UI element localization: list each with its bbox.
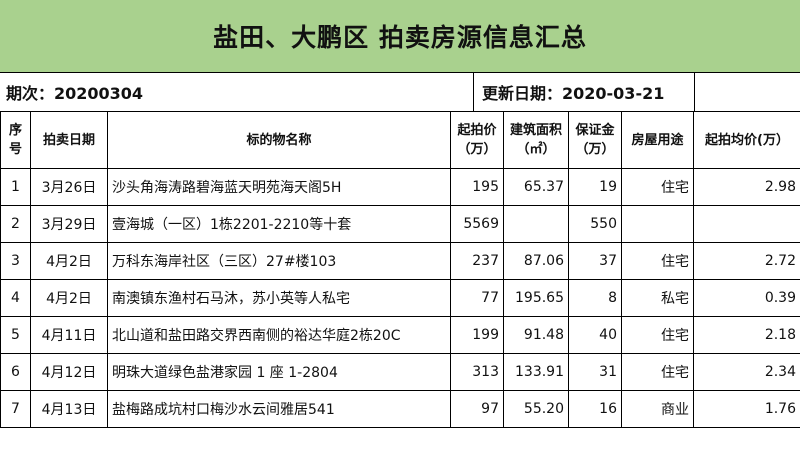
cell-usage[interactable]: 住宅 [621, 316, 694, 354]
cell-avg[interactable] [693, 205, 800, 243]
header-deposit[interactable]: 保证金 （万） [568, 111, 622, 169]
cell-no[interactable]: 7 [0, 390, 31, 428]
header-usage-line1: 房屋用途 [631, 132, 684, 148]
header-name-line1: 标的物名称 [246, 132, 312, 148]
header-area[interactable]: 建筑面积 （㎡） [503, 111, 569, 169]
table-body: 1 3月26日 沙头角海涛路碧海蓝天明苑海天阁5H 195 65.37 19 住宅 2.98 2… [0, 168, 800, 428]
table-row: 4 4月2日 南澳镇东渔村石马沐，苏小英等人私宅 77 195.65 8 私宅 0.39 [0, 279, 800, 317]
header-price[interactable]: 起拍价 （万） [450, 111, 504, 169]
cell-avg[interactable]: 1.76 [693, 390, 800, 428]
cell-name[interactable]: 南澳镇东渔村石马沐，苏小英等人私宅 [107, 279, 451, 317]
header-usage[interactable]: 房屋用途 [621, 111, 694, 169]
header-date[interactable]: 拍卖日期 [30, 111, 108, 169]
cell-price[interactable]: 199 [450, 316, 504, 354]
cell-name[interactable]: 万科东海岸社区（三区）27#楼103 [107, 242, 451, 280]
cell-area[interactable]: 55.20 [503, 390, 569, 428]
header-price-line2: （万） [457, 142, 497, 157]
cell-date[interactable]: 4月12日 [30, 353, 108, 391]
cell-avg[interactable]: 0.39 [693, 279, 800, 317]
cell-price[interactable]: 237 [450, 242, 504, 280]
header-price-line1: 起拍价 [457, 123, 497, 138]
cell-deposit[interactable]: 37 [568, 242, 622, 280]
cell-name[interactable]: 盐梅路成坑村口梅沙水云间雅居541 [107, 390, 451, 428]
cell-avg[interactable]: 2.34 [693, 353, 800, 391]
cell-no[interactable]: 1 [0, 168, 31, 206]
cell-area[interactable] [503, 205, 569, 243]
cell-avg[interactable]: 2.98 [693, 168, 800, 206]
cell-area[interactable]: 91.48 [503, 316, 569, 354]
cell-deposit[interactable]: 31 [568, 353, 622, 391]
cell-area[interactable]: 65.37 [503, 168, 569, 206]
cell-no[interactable]: 3 [0, 242, 31, 280]
cell-usage[interactable] [621, 205, 694, 243]
header-no-line1: 序 [8, 123, 22, 138]
cell-price[interactable]: 195 [450, 168, 504, 206]
cell-date[interactable]: 4月2日 [30, 279, 108, 317]
table-row: 6 4月12日 明珠大道绿色盐港家园 1 座 1-2804 313 133.91 31 住宅… [0, 353, 800, 391]
cell-area[interactable]: 133.91 [503, 353, 569, 391]
table-row: 5 4月11日 北山道和盐田路交界西南侧的裕达华庭2栋20C 199 91.48 40 住宅… [0, 316, 800, 354]
cell-date[interactable]: 4月13日 [30, 390, 108, 428]
header-no[interactable]: 序号 [0, 111, 31, 169]
table-row: 2 3月29日 壹海城（一区）1栋2201-2210等十套 5569 550 [0, 205, 800, 243]
cell-avg[interactable]: 2.72 [693, 242, 800, 280]
cell-name[interactable]: 壹海城（一区）1栋2201-2210等十套 [107, 205, 451, 243]
cell-deposit[interactable]: 8 [568, 279, 622, 317]
cell-usage[interactable]: 住宅 [621, 168, 694, 206]
auction-table: 序号拍卖日期 标的物名称 起拍价 （万） 建筑面积 （㎡） 保证金 （万） 房屋用途 起拍均价(万… [0, 111, 800, 428]
header-date-line1: 拍卖日期 [42, 132, 95, 148]
sheet-title[interactable]: 盐田、大鹏区 拍卖房源信息汇总 [0, 0, 800, 73]
header-area-line1: 建筑面积 [509, 123, 562, 138]
cell-no[interactable]: 6 [0, 353, 31, 391]
header-avg-line1: 起拍均价(万） [705, 132, 789, 148]
cell-usage[interactable]: 商业 [621, 390, 694, 428]
header-area-line2: （㎡） [516, 142, 556, 157]
cell-no[interactable]: 5 [0, 316, 31, 354]
cell-usage[interactable]: 住宅 [621, 242, 694, 280]
cell-area[interactable]: 87.06 [503, 242, 569, 280]
cell-date[interactable]: 3月29日 [30, 205, 108, 243]
table-row: 1 3月26日 沙头角海涛路碧海蓝天明苑海天阁5H 195 65.37 19 住宅 2.98 [0, 168, 800, 206]
header-name[interactable]: 标的物名称 [107, 111, 451, 169]
cell-avg[interactable]: 2.18 [693, 316, 800, 354]
cell-name[interactable]: 北山道和盐田路交界西南侧的裕达华庭2栋20C [107, 316, 451, 354]
cell-price[interactable]: 313 [450, 353, 504, 391]
cell-price[interactable]: 77 [450, 279, 504, 317]
period-cell[interactable]: 期次：20200304 [6, 84, 144, 103]
cell-name[interactable]: 明珠大道绿色盐港家园 1 座 1-2804 [107, 353, 451, 391]
meta-row: 期次：20200304 更新日期：2020-03-21 [0, 73, 800, 112]
header-row: 序号拍卖日期 标的物名称 起拍价 （万） 建筑面积 （㎡） 保证金 （万） 房屋用途 起拍均价(万… [0, 111, 800, 169]
cell-name[interactable]: 沙头角海涛路碧海蓝天明苑海天阁5H [107, 168, 451, 206]
cell-area[interactable]: 195.65 [503, 279, 569, 317]
cell-price[interactable]: 5569 [450, 205, 504, 243]
table-row: 7 4月13日 盐梅路成坑村口梅沙水云间雅居541 97 55.20 16 商业 1.76 [0, 390, 800, 428]
cell-no[interactable]: 4 [0, 279, 31, 317]
header-avg[interactable]: 起拍均价(万） [693, 111, 800, 169]
header-deposit-line2: （万） [575, 142, 615, 157]
header-deposit-line1: 保证金 [575, 123, 615, 138]
cell-deposit[interactable]: 40 [568, 316, 622, 354]
cell-date[interactable]: 4月2日 [30, 242, 108, 280]
cell-deposit[interactable]: 550 [568, 205, 622, 243]
cell-no[interactable]: 2 [0, 205, 31, 243]
header-no-line2: 号 [8, 142, 22, 157]
updated-date-cell[interactable]: 更新日期：2020-03-21 [482, 84, 665, 103]
cell-date[interactable]: 4月11日 [30, 316, 108, 354]
cell-date[interactable]: 3月26日 [30, 168, 108, 206]
cell-usage[interactable]: 私宅 [621, 279, 694, 317]
cell-price[interactable]: 97 [450, 390, 504, 428]
cell-deposit[interactable]: 19 [568, 168, 622, 206]
table-row: 3 4月2日 万科东海岸社区（三区）27#楼103 237 87.06 37 住宅 2.72 [0, 242, 800, 280]
cell-deposit[interactable]: 16 [568, 390, 622, 428]
cell-usage[interactable]: 住宅 [621, 353, 694, 391]
